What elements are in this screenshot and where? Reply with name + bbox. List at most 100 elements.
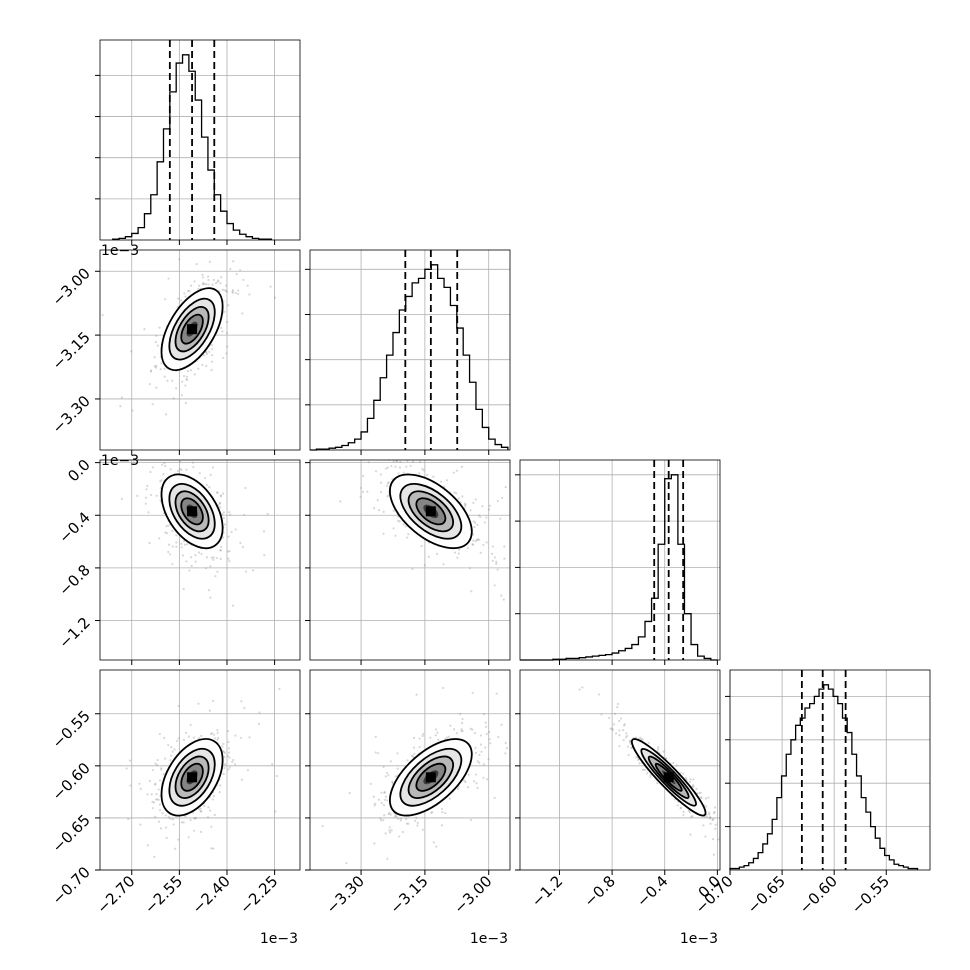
sample-point xyxy=(379,473,382,476)
sample-point xyxy=(461,717,464,721)
sample-point xyxy=(430,811,433,814)
sample-point xyxy=(389,813,392,816)
sample-point xyxy=(229,456,231,458)
sample-point xyxy=(467,773,470,776)
sample-point xyxy=(597,693,601,696)
sample-point xyxy=(471,728,474,731)
sample-point xyxy=(211,347,214,351)
sample-point xyxy=(185,560,188,563)
scatter-panel-2-0: −1.2 −0.8 −0.4 0.0 1e−3 xyxy=(55,452,301,665)
sample-point xyxy=(170,453,172,455)
sample-point xyxy=(176,452,178,454)
sample-point xyxy=(456,787,460,791)
sample-point xyxy=(380,490,383,494)
sample-point xyxy=(163,453,165,455)
sample-point xyxy=(487,508,491,511)
sample-point xyxy=(622,739,625,742)
sample-point xyxy=(185,468,188,471)
sample-point xyxy=(198,472,201,475)
sample-point xyxy=(692,784,695,787)
sample-point xyxy=(163,736,166,739)
sample-point xyxy=(460,729,463,732)
sample-point xyxy=(221,330,224,333)
sample-point xyxy=(382,819,385,822)
sample-point xyxy=(171,545,174,548)
sample-point xyxy=(484,746,487,749)
sample-point xyxy=(189,723,192,726)
sample-point xyxy=(164,814,167,817)
sample-point xyxy=(190,564,193,567)
sample-point xyxy=(445,479,449,482)
sample-point xyxy=(212,733,216,736)
sample-point xyxy=(200,552,203,556)
sample-point xyxy=(171,818,175,821)
sample-point xyxy=(210,732,214,735)
sample-point xyxy=(223,751,226,754)
scatter-content xyxy=(578,686,729,856)
sample-point xyxy=(689,778,692,781)
sample-point xyxy=(384,832,387,835)
sample-point xyxy=(704,797,708,800)
scatter-content xyxy=(125,687,281,858)
sample-point xyxy=(169,817,172,820)
sample-point xyxy=(473,732,476,735)
sample-point xyxy=(463,779,466,782)
sample-point xyxy=(478,761,481,764)
sample-point xyxy=(194,554,197,557)
sample-point xyxy=(243,706,246,709)
sample-point xyxy=(727,824,729,826)
sample-point xyxy=(411,460,415,463)
sample-point xyxy=(175,545,178,548)
sample-point xyxy=(201,273,204,276)
sample-point xyxy=(237,289,240,292)
sample-point xyxy=(401,830,404,834)
sample-point xyxy=(180,542,183,545)
sample-point xyxy=(395,443,397,445)
sample-point xyxy=(201,276,205,279)
sample-point xyxy=(158,803,161,806)
sample-point xyxy=(690,815,693,818)
sample-point xyxy=(212,847,215,850)
sample-point xyxy=(120,497,123,500)
sample-point xyxy=(374,751,377,754)
sample-point xyxy=(149,370,153,373)
sample-point xyxy=(399,817,403,820)
panel-frame xyxy=(99,459,301,661)
sample-point xyxy=(485,516,488,519)
sample-point xyxy=(165,532,168,535)
sample-point xyxy=(222,742,225,745)
sample-point xyxy=(384,775,387,778)
sample-point xyxy=(374,735,377,738)
sample-point xyxy=(721,812,723,814)
sample-point xyxy=(461,495,464,498)
sample-point xyxy=(205,567,208,570)
sample-point xyxy=(222,516,226,520)
sample-point xyxy=(200,810,203,813)
sample-point xyxy=(637,758,640,762)
sample-point xyxy=(493,584,496,587)
sample-point xyxy=(220,276,223,279)
sample-point xyxy=(231,760,234,764)
sample-point xyxy=(164,413,168,416)
sample-point xyxy=(241,312,244,315)
sample-point xyxy=(219,549,223,552)
sample-point xyxy=(240,700,243,703)
sample-point xyxy=(224,763,227,766)
sample-point xyxy=(167,277,170,280)
sample-point xyxy=(406,759,409,762)
sample-point xyxy=(626,745,630,748)
sample-point xyxy=(153,365,156,368)
histogram-panel-2 xyxy=(515,459,721,665)
x-tick-label: −2.70 xyxy=(93,872,138,917)
sample-point xyxy=(474,751,478,755)
sample-point xyxy=(160,767,163,770)
sample-point xyxy=(398,835,401,838)
sample-point xyxy=(435,845,438,848)
sample-point xyxy=(152,801,156,804)
sample-point xyxy=(432,841,436,844)
sample-point xyxy=(183,292,186,295)
sample-point xyxy=(622,729,625,732)
sample-point xyxy=(217,736,220,740)
sample-point xyxy=(485,541,488,544)
sample-point xyxy=(372,507,376,510)
